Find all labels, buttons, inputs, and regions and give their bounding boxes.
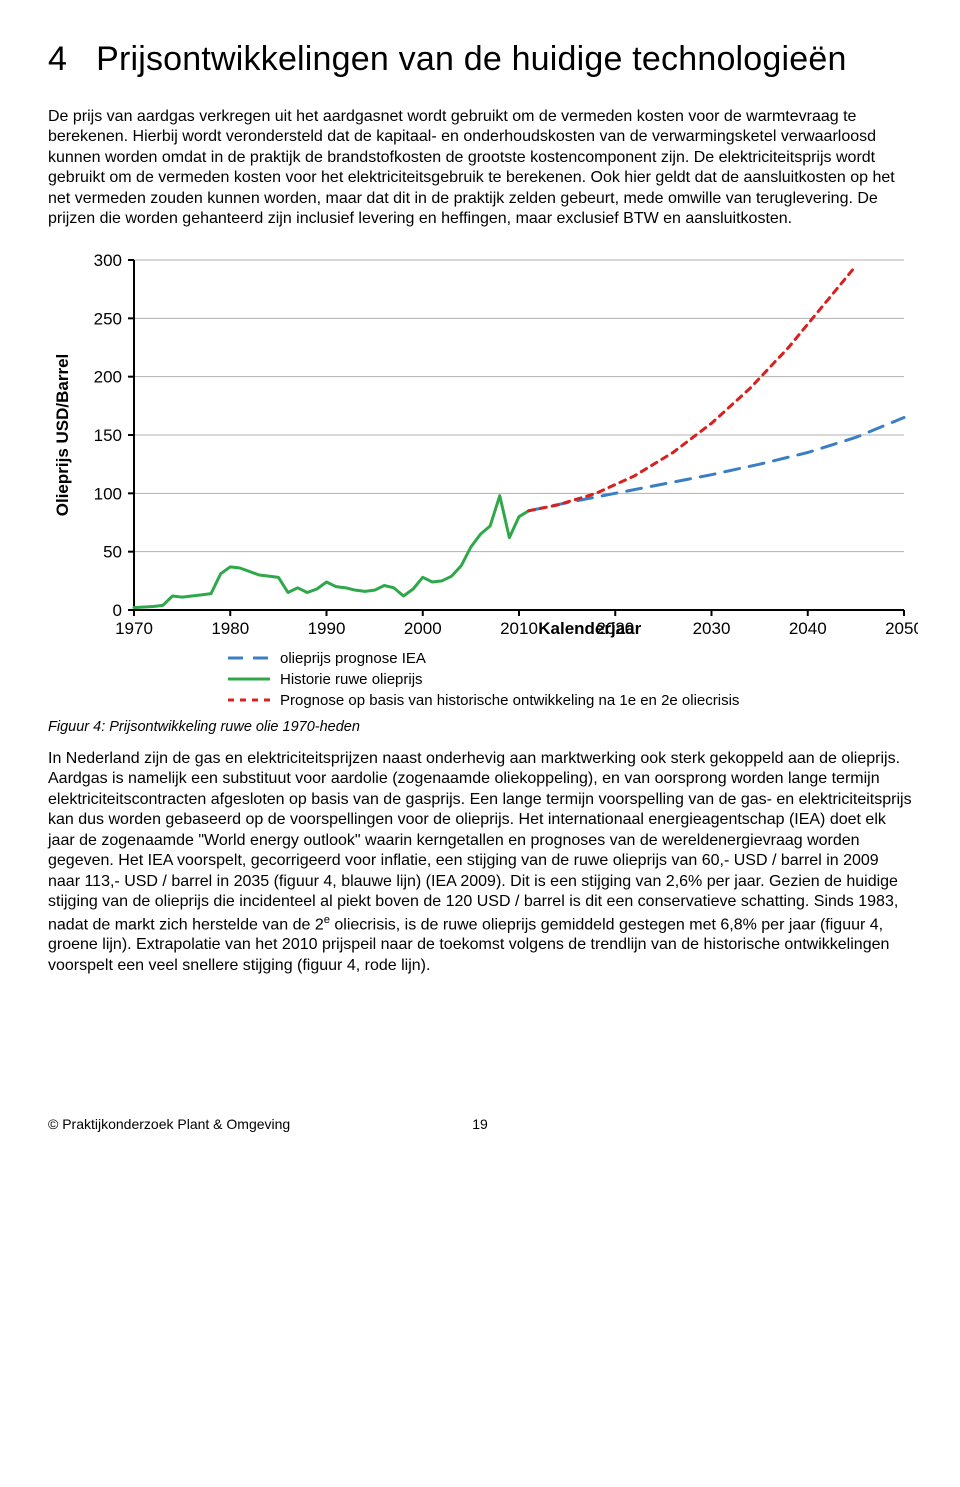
section-number: 4	[48, 40, 67, 78]
section-heading: 4 Prijsontwikkelingen van de huidige tec…	[48, 40, 912, 79]
legend-item: olieprijs prognose IEA	[228, 650, 912, 667]
figure-caption: Figuur 4: Prijsontwikkeling ruwe olie 19…	[48, 719, 912, 735]
page-footer: © Praktijkonderzoek Plant & Omgeving 19	[48, 1116, 912, 1132]
svg-text:1970: 1970	[115, 619, 153, 638]
svg-text:1980: 1980	[211, 619, 249, 638]
legend-label: Prognose op basis van historische ontwik…	[280, 692, 739, 709]
footer-copyright: © Praktijkonderzoek Plant & Omgeving	[48, 1116, 290, 1132]
oil-price-chart: 0 50 100 150 200 250 300 1970 1980 1990 2000 2010 20…	[48, 250, 912, 709]
svg-text:100: 100	[94, 484, 122, 503]
svg-text:150: 150	[94, 426, 122, 445]
legend-label: olieprijs prognose IEA	[280, 650, 426, 667]
legend-item: Historie ruwe olieprijs	[228, 671, 912, 688]
svg-text:300: 300	[94, 251, 122, 270]
svg-text:0: 0	[113, 601, 122, 620]
svg-text:1990: 1990	[308, 619, 346, 638]
paragraph-1: De prijs van aardgas verkregen uit het a…	[48, 107, 912, 230]
svg-text:2010: 2010	[500, 619, 538, 638]
svg-text:Kalenderjaar: Kalenderjaar	[538, 619, 641, 638]
footer-page-number: 19	[472, 1116, 488, 1132]
chart-legend: olieprijs prognose IEA Historie ruwe olie…	[228, 650, 912, 709]
svg-text:2030: 2030	[693, 619, 731, 638]
svg-text:2040: 2040	[789, 619, 827, 638]
section-title-text: Prijsontwikkelingen van de huidige techn…	[96, 40, 847, 78]
svg-text:Olieprijs USD/Barrel: Olieprijs USD/Barrel	[53, 354, 72, 517]
svg-text:250: 250	[94, 309, 122, 328]
svg-text:50: 50	[103, 542, 122, 561]
svg-text:2000: 2000	[404, 619, 442, 638]
paragraph-2: In Nederland zijn de gas en elektricitei…	[48, 749, 912, 976]
svg-text:2050: 2050	[885, 619, 918, 638]
chart-svg: 0 50 100 150 200 250 300 1970 1980 1990 2000 2010 20…	[48, 250, 918, 650]
paragraph-2-pre: In Nederland zijn de gas en elektricitei…	[48, 750, 912, 933]
legend-item: Prognose op basis van historische ontwik…	[228, 692, 912, 709]
svg-text:200: 200	[94, 367, 122, 386]
legend-label: Historie ruwe olieprijs	[280, 671, 423, 688]
